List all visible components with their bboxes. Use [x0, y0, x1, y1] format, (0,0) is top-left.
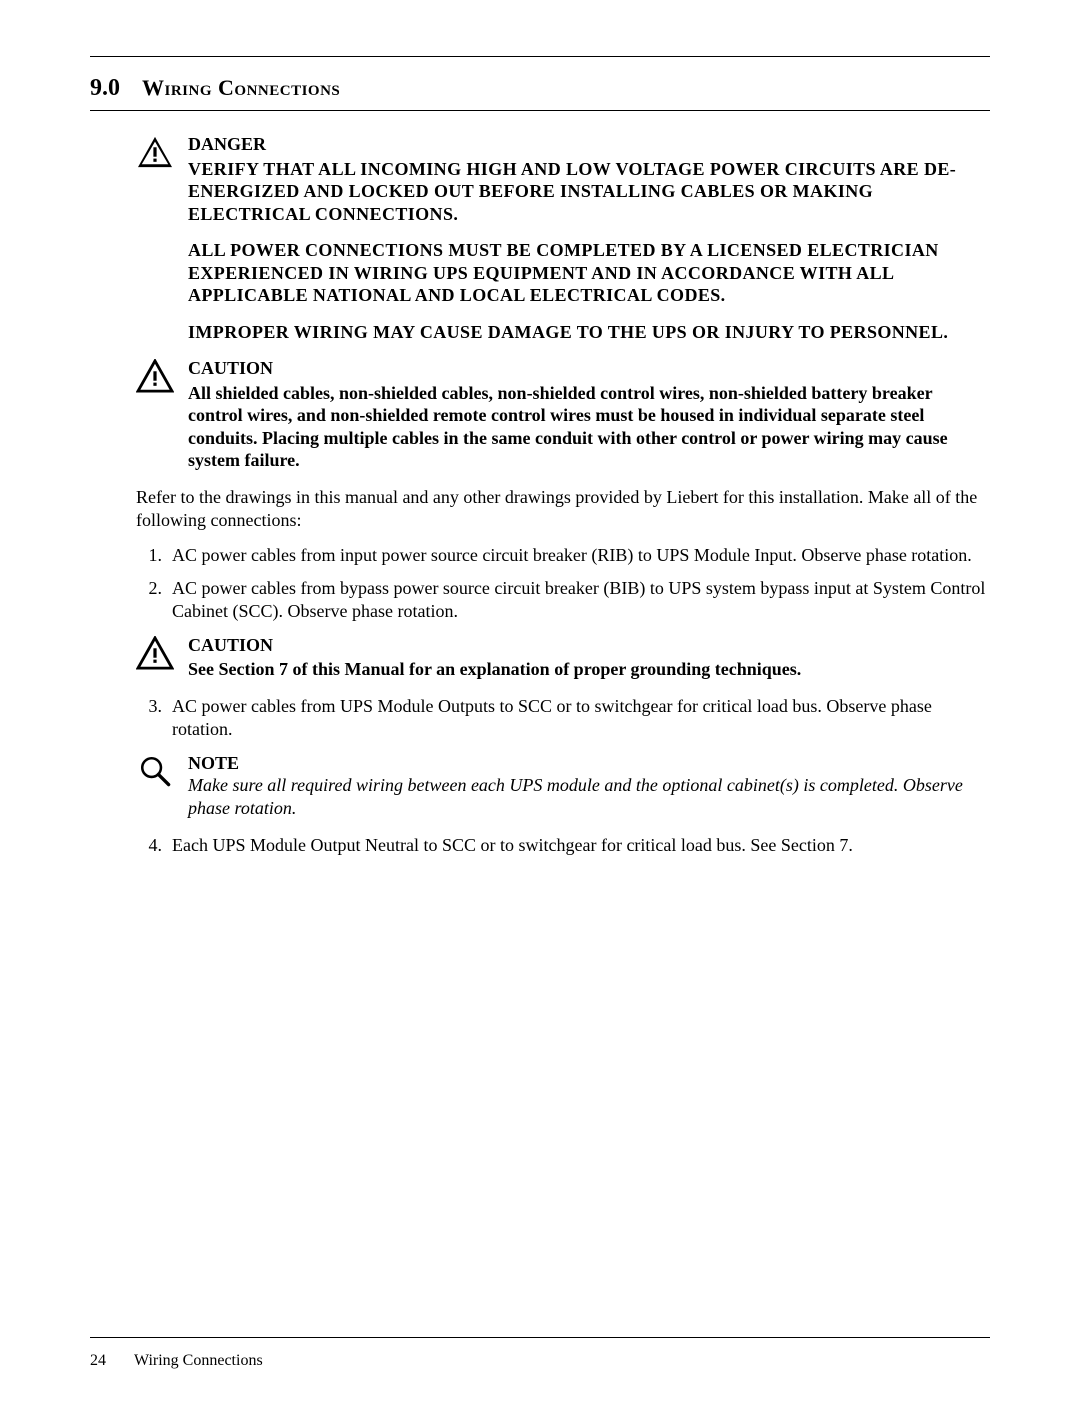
- caution-title-1: CAUTION: [188, 357, 990, 380]
- warning-icon: [136, 357, 174, 472]
- section-header: 9.0 Wiring Connections: [90, 75, 990, 111]
- steps-list-1: 1.AC power cables from input power sourc…: [136, 544, 990, 624]
- step-2: 2.AC power cables from bypass power sour…: [136, 577, 990, 624]
- intro-paragraph: Refer to the drawings in this manual and…: [136, 486, 990, 532]
- page-number: 24: [90, 1352, 106, 1370]
- caution-text-2: See Section 7 of this Manual for an expl…: [188, 658, 990, 681]
- footer-label: Wiring Connections: [134, 1352, 263, 1370]
- danger-body: DANGER Verify that all incoming high and…: [188, 133, 990, 343]
- caution-text-1: All shielded cables, non-shielded cables…: [188, 382, 990, 472]
- section-number: 9.0: [90, 75, 120, 102]
- danger-title: DANGER: [188, 133, 990, 156]
- steps-list-3: 4.Each UPS Module Output Neutral to SCC …: [136, 834, 990, 857]
- step-4: 4.Each UPS Module Output Neutral to SCC …: [136, 834, 990, 857]
- section-title: Wiring Connections: [142, 75, 340, 101]
- note-text: Make sure all required wiring between ea…: [188, 774, 990, 820]
- step-1: 1.AC power cables from input power sourc…: [136, 544, 990, 567]
- caution-notice-1: CAUTION All shielded cables, non-shielde…: [136, 357, 990, 472]
- danger-para-1: Verify that all incoming high and low vo…: [188, 158, 990, 226]
- warning-icon: [136, 133, 174, 343]
- note-title: NOTE: [188, 752, 990, 775]
- warning-icon: [136, 634, 174, 681]
- content-area: DANGER Verify that all incoming high and…: [136, 133, 990, 857]
- page-footer: 24 Wiring Connections: [90, 1352, 990, 1370]
- danger-notice: DANGER Verify that all incoming high and…: [136, 133, 990, 343]
- danger-para-2: All power connections must be completed …: [188, 239, 990, 307]
- note-notice: NOTE Make sure all required wiring betwe…: [136, 752, 990, 821]
- caution-title-2: CAUTION: [188, 634, 990, 657]
- bottom-rule: [90, 1337, 990, 1338]
- note-body: NOTE Make sure all required wiring betwe…: [188, 752, 990, 821]
- danger-para-3: Improper wiring may cause damage to the …: [188, 321, 990, 344]
- magnifier-icon: [136, 752, 174, 821]
- steps-list-2: 3.AC power cables from UPS Module Output…: [136, 695, 990, 742]
- top-rule: [90, 56, 990, 57]
- step-3: 3.AC power cables from UPS Module Output…: [136, 695, 990, 742]
- caution-notice-2: CAUTION See Section 7 of this Manual for…: [136, 634, 990, 681]
- caution-body-2: CAUTION See Section 7 of this Manual for…: [188, 634, 990, 681]
- caution-body-1: CAUTION All shielded cables, non-shielde…: [188, 357, 990, 472]
